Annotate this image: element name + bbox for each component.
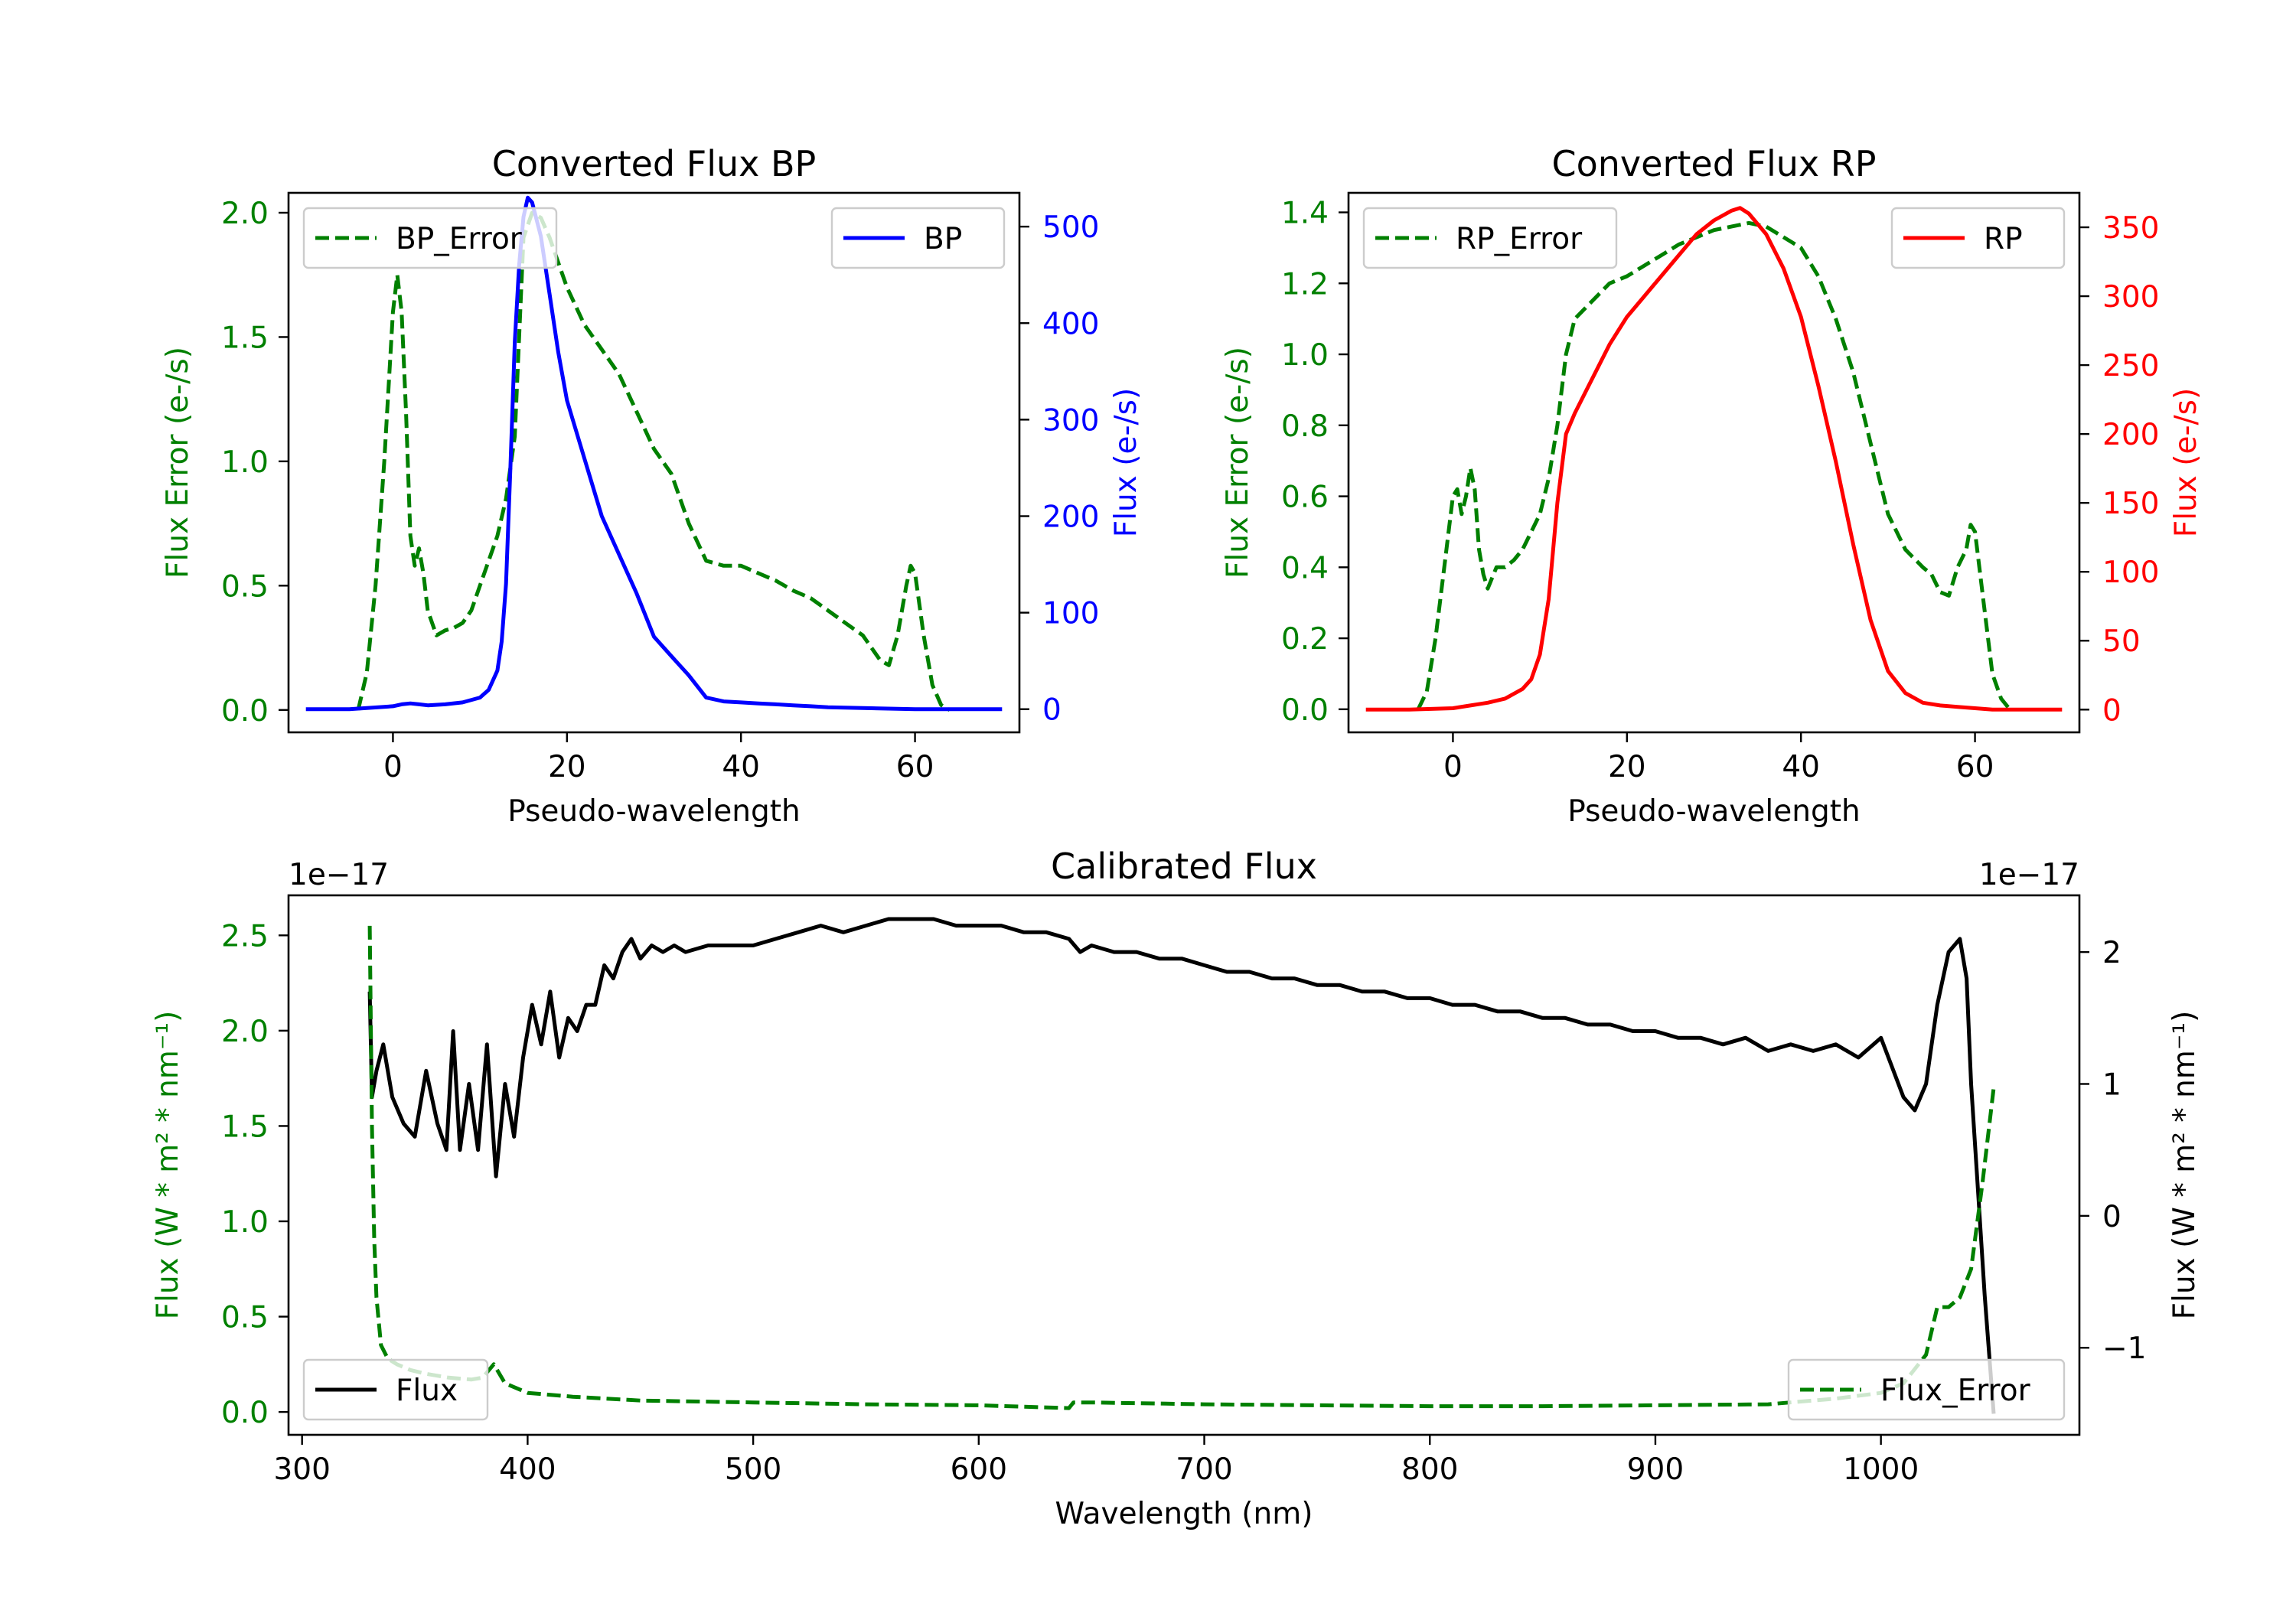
cal-x-tick-label: 1000 [1843, 1452, 1919, 1487]
bp-left-tick-label: 2.0 [221, 197, 269, 231]
cal-right-tick-label: 2 [2102, 936, 2122, 970]
rp-right-tick-label: 0 [2102, 693, 2122, 728]
rp-right-tick-label: 350 [2102, 211, 2159, 246]
cal-x-tick-label: 700 [1176, 1452, 1232, 1487]
rp-x-tick-label: 40 [1782, 750, 1820, 784]
rp-legend-box [1890, 207, 2066, 269]
rp-x-tick-label: 0 [1443, 750, 1463, 784]
bp-legend-label-bp-error: BP_Error [396, 222, 523, 256]
rp-right-tick-label: 50 [2102, 624, 2141, 659]
rp-x-tick-label: 20 [1608, 750, 1646, 784]
rp-left-tick-label: 1.2 [1281, 267, 1329, 302]
cal-plot-frame [287, 894, 2081, 1436]
rp-series-rp-line [1365, 206, 2063, 712]
bp-left-tick-label: 0.0 [221, 694, 269, 729]
cal-right-tick-label: −1 [2102, 1332, 2147, 1366]
bp-left-tick-label: 1.5 [221, 321, 269, 355]
rp-left-tick-label: 1.0 [1281, 338, 1329, 373]
bp-series-bp-error-line [356, 210, 951, 712]
cal-x-tick-label: 900 [1627, 1452, 1684, 1487]
bp-right-tick-label: 200 [1042, 500, 1099, 534]
rp-right-tick-label: 200 [2102, 418, 2159, 452]
cal-left-tick-label: 2.0 [221, 1015, 269, 1049]
cal-left-tick-label: 0.5 [221, 1301, 269, 1335]
cal-left-tick-label: 1.0 [221, 1205, 269, 1240]
bp-chart-title: Converted Flux BP [492, 143, 817, 184]
rp-right-tick-label: 100 [2102, 556, 2159, 590]
cal-legend-box [1787, 1358, 2066, 1421]
bp-left-tick-label: 1.0 [221, 445, 269, 480]
bp-right-tick-label: 300 [1042, 403, 1099, 438]
cal-left-offset-text: 1e−17 [289, 858, 389, 892]
bp-x-axis-label: Pseudo-wavelength [507, 794, 800, 829]
cal-left-tick-label: 2.5 [221, 919, 269, 953]
cal-right-tick-label: 0 [2102, 1200, 2122, 1234]
bp-right-tick-label: 100 [1042, 597, 1099, 631]
rp-right-tick-label: 250 [2102, 349, 2159, 383]
rp-left-tick-label: 0.4 [1281, 551, 1329, 585]
cal-left-tick-label: 0.0 [221, 1396, 269, 1430]
rp-left-tick-label: 0.2 [1281, 622, 1329, 657]
bp-left-tick-label: 0.5 [221, 569, 269, 604]
cal-x-axis-label: Wavelength (nm) [1055, 1497, 1313, 1531]
bp-x-tick-label: 20 [548, 750, 586, 784]
bp-right-tick-label: 400 [1042, 307, 1099, 341]
rp-legend-label-rp: RP [1984, 222, 2023, 256]
rp-left-tick-label: 1.4 [1281, 197, 1329, 231]
bp-series-bp-line [305, 195, 1003, 712]
bp-legend-box [830, 207, 1006, 269]
rp-right-axis-label: Flux (e-/s) [2169, 388, 2203, 537]
bp-x-tick-label: 60 [896, 750, 934, 784]
rp-x-axis-label: Pseudo-wavelength [1567, 794, 1860, 829]
rp-x-tick-label: 60 [1956, 750, 1994, 784]
bp-legend-label-bp: BP [924, 222, 962, 256]
cal-left-axis-label: Flux (W * m² * nm⁻¹) [151, 1011, 185, 1320]
bp-right-axis-label: Flux (e-/s) [1109, 388, 1143, 537]
rp-right-tick-label: 150 [2102, 487, 2159, 521]
bp-left-axis-label: Flux Error (e-/s) [161, 347, 195, 579]
rp-chart-title: Converted Flux RP [1552, 143, 1877, 184]
rp-left-tick-label: 0.6 [1281, 481, 1329, 515]
cal-x-tick-label: 800 [1401, 1452, 1458, 1487]
rp-legend-label-rp-error: RP_Error [1456, 222, 1583, 256]
bp-legend-box [302, 207, 558, 269]
bp-right-tick-label: 500 [1042, 210, 1099, 245]
bp-plot-frame [287, 191, 1021, 734]
cal-right-offset-text: 1e−17 [1979, 858, 2079, 892]
cal-x-tick-label: 500 [725, 1452, 781, 1487]
cal-chart-title: Calibrated Flux [1051, 846, 1317, 887]
cal-legend-box [302, 1358, 489, 1421]
rp-left-tick-label: 0.0 [1281, 693, 1329, 728]
rp-legend-box [1362, 207, 1618, 269]
cal-x-tick-label: 400 [499, 1452, 556, 1487]
rp-left-axis-label: Flux Error (e-/s) [1221, 347, 1255, 579]
cal-right-axis-label: Flux (W * m² * nm⁻¹) [2167, 1011, 2202, 1320]
rp-left-tick-label: 0.8 [1281, 409, 1329, 444]
cal-right-tick-label: 1 [2102, 1068, 2122, 1102]
cal-legend-label-flux-error: Flux_Error [1880, 1374, 2031, 1408]
cal-legend-label-flux: Flux [396, 1374, 458, 1408]
rp-series-rp-error-line [1416, 220, 2011, 711]
bp-x-tick-label: 40 [722, 750, 760, 784]
cal-x-tick-label: 600 [951, 1452, 1007, 1487]
rp-plot-frame [1347, 191, 2081, 734]
cal-left-tick-label: 1.5 [221, 1110, 269, 1144]
bp-right-tick-label: 0 [1042, 693, 1062, 728]
cal-series-flux-line [367, 917, 1996, 1414]
cal-x-tick-label: 300 [273, 1452, 330, 1487]
bp-x-tick-label: 0 [383, 750, 403, 784]
rp-right-tick-label: 300 [2102, 280, 2159, 315]
